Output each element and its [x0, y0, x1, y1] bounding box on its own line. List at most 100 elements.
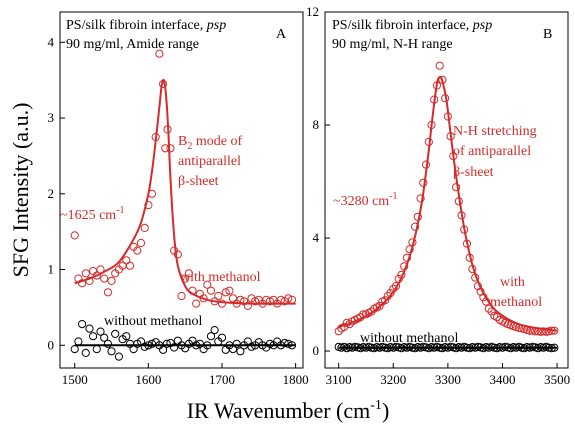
panel-a-mode-b: B: [178, 134, 187, 149]
panel-a-with-methanol-point: [92, 271, 101, 280]
panel-a-without-methanol-point: [111, 329, 120, 338]
panel-a-without-methanol-point: [173, 336, 182, 345]
panel-a-mode-rest: mode of: [192, 134, 242, 149]
panel-a-with-methanol-point: [81, 269, 90, 278]
panel-a-xtick-label: 1500: [62, 372, 88, 387]
panel-a-title-italic: psp: [206, 18, 226, 33]
panel-a-without-methanol-point: [265, 339, 274, 348]
panel-b-label: B: [543, 27, 552, 42]
panel-b-peak-label: ~3280 cm-1: [333, 191, 398, 209]
panel-a-ytick-label: 3: [48, 110, 55, 125]
panel-a-subtitle: 90 mg/ml, Amide range: [66, 37, 199, 52]
panel-a-marks: [70, 49, 297, 361]
panel-a-without-methanol-point: [280, 338, 289, 348]
panel-a-without-methanol-point: [107, 347, 116, 356]
panel-a-ytick-label: 2: [48, 186, 55, 201]
panel-a-without-methanol-point: [217, 333, 227, 342]
panel-b-xtick-label: 3300: [435, 372, 461, 387]
panel-b-with-methanol-point: [375, 301, 384, 310]
panel-a-without-methanol-point: [78, 320, 87, 329]
panel-a-with-methanol-point: [78, 279, 87, 288]
panel-a-title: PS/silk fibroin interface, psp: [66, 18, 226, 33]
panel-a-mode-line1: B2 mode of: [178, 134, 242, 152]
panel-a-with-methanol-point: [103, 288, 113, 297]
panel-a-with-methanol-point: [173, 250, 182, 259]
panel-a-with-methanol-point: [217, 299, 227, 308]
panel-b-xtick-label: 3100: [326, 372, 352, 387]
panel-b-with-label-2: methanol: [490, 295, 542, 310]
panel-b-with-methanol-fit-line: [338, 75, 558, 332]
panel-a-with-methanol-point: [155, 49, 164, 58]
panel-b-frame: [324, 11, 569, 369]
panel-a: 1500 1600 1700 1800 0 1 2 3 4 PS/silk fibroin in…: [48, 11, 309, 387]
panel-a-with-methanol-point: [206, 286, 216, 295]
panel-a-with-methanol-point: [140, 223, 149, 232]
panel-a-ytick-label: 0: [48, 337, 55, 352]
x-axis-title-sup: -1: [370, 398, 382, 413]
panel-a-without-methanol-point: [221, 345, 230, 354]
panel-a-with-methanol-point: [177, 291, 186, 301]
panel-a-with-label: with methanol: [180, 270, 261, 285]
panel-a-with-methanol-point: [284, 294, 293, 303]
panel-a-with-methanol-point: [70, 231, 79, 240]
x-axis-title-close: ): [382, 398, 389, 423]
panel-a-without-methanol-point: [70, 345, 79, 354]
panel-a-with-methanol-point: [243, 301, 252, 310]
panel-b-peak-sup: -1: [389, 191, 397, 202]
panel-a-without-methanol-point: [85, 324, 94, 333]
panel-a-without-methanol-point: [129, 345, 138, 354]
panel-a-without-methanol-point: [162, 339, 171, 348]
panel-b-ytick-label: 8: [313, 117, 320, 132]
panel-a-with-methanol-point: [184, 269, 193, 278]
panel-b: 3100 3200 3300 3400 3500 0 4 8 12 PS/silk fibroi…: [306, 4, 570, 387]
panel-a-without-methanol-point: [100, 333, 109, 342]
panel-a-without-methanol-point: [140, 342, 149, 351]
panel-a-with-methanol-point: [107, 276, 116, 285]
panel-b-with-methanol-point: [416, 194, 425, 203]
panel-a-with-methanol-point: [89, 266, 98, 276]
x-axis-title: IR Wavenumber (cm-1): [187, 398, 390, 423]
panel-b-with-methanol-point: [405, 245, 414, 254]
panel-b-with-methanol-point: [334, 327, 343, 336]
panel-a-without-methanol-point: [210, 326, 219, 335]
y-axis-title: SFG Intensity (a.u.): [8, 103, 33, 278]
x-axis-title-main: IR Wavenumber (cm: [187, 398, 371, 423]
panel-b-mode-line2: of antiparallel: [453, 144, 531, 159]
panel-a-frame: [59, 11, 304, 369]
panel-b-with-methanol-point: [381, 296, 390, 305]
panel-a-without-methanol-point: [170, 343, 179, 352]
panel-a-xtick-label: 1600: [135, 372, 161, 387]
panel-a-with-methanol-point: [214, 291, 223, 301]
panel-b-xtick-label: 3500: [544, 372, 570, 387]
panel-b-ytick-label: 12: [306, 4, 319, 19]
panel-a-with-methanol-point: [122, 256, 131, 265]
panel-a-without-methanol-point: [232, 339, 241, 348]
panel-a-without-methanol-point: [81, 348, 90, 357]
panel-b-ytick-label: 4: [313, 230, 320, 245]
panel-a-without-label: without methanol: [104, 314, 202, 329]
panel-a-without-methanol-point: [236, 347, 245, 356]
panel-a-label: A: [276, 27, 287, 42]
panel-a-without-methanol-point: [92, 345, 101, 354]
panel-a-with-methanol-point: [192, 299, 201, 308]
panel-a-without-methanol-point: [74, 337, 83, 346]
panel-a-without-methanol-point: [103, 339, 113, 348]
panel-a-with-methanol-point: [125, 261, 135, 270]
panel-b-with-methanol-point: [435, 61, 444, 70]
panel-a-with-methanol-point: [228, 294, 238, 303]
panel-b-with-methanol-point: [411, 222, 420, 231]
panel-a-ytick-label: 1: [48, 262, 55, 277]
panel-b-xtick-label: 3200: [380, 372, 406, 387]
panel-a-with-methanol-fit-line: [74, 78, 296, 305]
panel-a-with-methanol-point: [133, 246, 142, 255]
panel-a-mode-line3: β-sheet: [178, 174, 219, 189]
panel-a-without-methanol-point: [89, 332, 98, 341]
panel-b-with-label-1: with: [500, 275, 525, 290]
panel-b-with-methanol-point: [492, 313, 502, 322]
panel-a-with-methanol-point: [85, 276, 94, 285]
panel-a-without-methanol-point: [206, 332, 216, 341]
panel-b-title-main: PS/silk fibroin interface,: [332, 18, 473, 33]
panel-a-with-methanol-point: [203, 280, 212, 289]
panel-b-without-label: without methanol: [360, 331, 458, 346]
panel-b-xtick-label: 3400: [489, 372, 515, 387]
